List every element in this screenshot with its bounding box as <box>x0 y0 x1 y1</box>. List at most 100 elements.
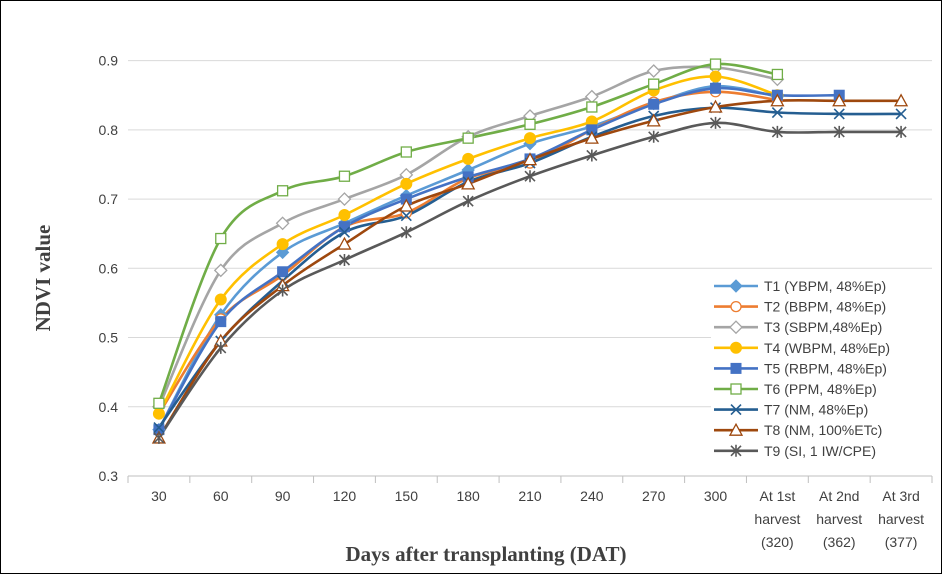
data-point-t6 <box>276 185 289 197</box>
data-point-t5 <box>710 82 722 94</box>
data-point-t4 <box>709 70 722 83</box>
legend-label-t3: T3 (SBPM,48%Ep) <box>764 319 882 335</box>
data-point-t3 <box>646 64 661 78</box>
series-line-t6 <box>157 62 778 404</box>
data-point-t4 <box>276 238 289 251</box>
data-point-t6 <box>771 68 784 81</box>
data-point-t4 <box>400 177 413 190</box>
data-point-t9 <box>153 431 165 444</box>
data-point-t5 <box>277 266 289 278</box>
data-point-t4 <box>152 407 165 420</box>
data-point-t4 <box>214 293 227 306</box>
legend-label-t7: T7 (NM, 48%Ep) <box>764 402 868 418</box>
legend-marker-t3 <box>729 320 743 335</box>
data-point-t9 <box>215 341 227 354</box>
y-tick-label: 0.4 <box>99 399 119 415</box>
legend-marker-t1 <box>729 279 743 293</box>
x-tick-label: At 1st <box>759 488 795 504</box>
data-point-t7 <box>833 108 845 120</box>
x-tick-label: 270 <box>642 488 666 504</box>
data-point-t9 <box>709 116 722 129</box>
x-tick-label: 240 <box>580 488 604 504</box>
data-point-t8 <box>893 93 909 107</box>
legend-label-t1: T1 (YBPM, 48%Ep) <box>764 278 886 294</box>
data-point-t6 <box>338 170 351 182</box>
data-point-t5 <box>215 316 227 328</box>
data-point-t6 <box>462 132 474 144</box>
legend-label-t4: T4 (WBPM, 48%Ep) <box>764 340 890 356</box>
data-point-t9 <box>833 125 845 138</box>
x-tick-label: 300 <box>704 488 728 504</box>
y-tick-label: 0.6 <box>99 260 119 276</box>
legend-marker-t4 <box>730 341 742 354</box>
data-point-t7 <box>400 210 412 222</box>
x-tick-label: (320) <box>761 534 794 550</box>
legend: T1 (YBPM, 48%Ep) T2 (BBPM, 48%Ep) T3 (SBPM… <box>711 273 933 471</box>
data-point-t8 <box>832 93 847 107</box>
data-point-t3 <box>337 192 352 206</box>
data-point-t9 <box>648 130 660 143</box>
data-point-t8 <box>522 152 538 166</box>
legend-label-t9: T9 (SI, 1 IW/CPE) <box>764 443 876 459</box>
x-tick-label: 210 <box>518 488 542 504</box>
data-point-t5 <box>648 98 660 110</box>
data-point-t1 <box>275 245 290 260</box>
data-point-t3 <box>275 216 290 231</box>
data-point-t7 <box>771 106 783 119</box>
data-point-t8 <box>399 198 414 212</box>
data-point-t4 <box>524 132 536 145</box>
data-point-t9 <box>524 170 536 183</box>
series-markers <box>151 58 909 444</box>
data-point-t8 <box>646 113 661 127</box>
x-tick-label: 90 <box>275 488 291 504</box>
data-point-t7 <box>338 226 351 238</box>
tick-labels: 0.3 0.4 0.5 0.6 0.7 0.8 0.9 30 60 90 120 150 180 210 2… <box>99 53 925 550</box>
data-point-t7 <box>895 108 907 120</box>
y-tick-label: 0.9 <box>99 53 119 69</box>
legend-marker-t8 <box>728 422 744 436</box>
data-point-t6 <box>648 78 660 90</box>
x-tick-label: harvest <box>816 511 862 527</box>
x-tick-label: 30 <box>151 488 167 504</box>
data-point-t9 <box>400 226 412 239</box>
x-tick-label: At 3rd <box>882 488 919 504</box>
data-point-t6 <box>586 101 598 113</box>
data-point-t4 <box>462 152 475 165</box>
data-point-t8 <box>337 236 352 250</box>
data-point-t9 <box>338 254 351 266</box>
legend-label-t8: T8 (NM, 100%ETc) <box>764 422 882 438</box>
y-axis-title: NDVI value <box>31 225 55 332</box>
legend-label-t5: T5 (RBPM, 48%Ep) <box>764 360 887 376</box>
legend-marker-t2 <box>730 300 742 313</box>
x-tick-label: At 2nd <box>819 488 859 504</box>
y-tick-label: 0.7 <box>99 191 119 207</box>
x-tick-label: 150 <box>395 488 419 504</box>
data-point-t6 <box>215 232 227 245</box>
legend-marker-t6 <box>730 383 742 395</box>
x-tick-label: 60 <box>213 488 229 504</box>
series-line-t8 <box>157 99 902 439</box>
data-point-t9 <box>277 284 289 297</box>
data-point-t6 <box>400 146 412 158</box>
data-point-t8 <box>770 93 785 107</box>
y-tick-label: 0.3 <box>99 468 119 484</box>
data-point-t9 <box>586 149 598 162</box>
data-point-t3 <box>213 263 228 278</box>
legend-marker-t5 <box>730 362 742 374</box>
x-tick-label: harvest <box>878 511 924 527</box>
data-point-t3 <box>584 89 599 104</box>
x-tick-label: harvest <box>754 511 800 527</box>
data-point-t9 <box>771 125 783 138</box>
data-point-t7 <box>153 421 165 434</box>
data-point-t8 <box>584 130 599 144</box>
x-tick-label: (362) <box>823 534 856 550</box>
series-line-t3 <box>157 65 778 408</box>
legend-label-t2: T2 (BBPM, 48%Ep) <box>764 299 886 315</box>
x-axis-title: Days after transplanting (DAT) <box>346 542 627 566</box>
axes <box>127 475 933 483</box>
x-tick-label: 120 <box>333 488 357 504</box>
data-point-t9 <box>895 125 907 138</box>
x-tick-label: (377) <box>885 534 918 550</box>
